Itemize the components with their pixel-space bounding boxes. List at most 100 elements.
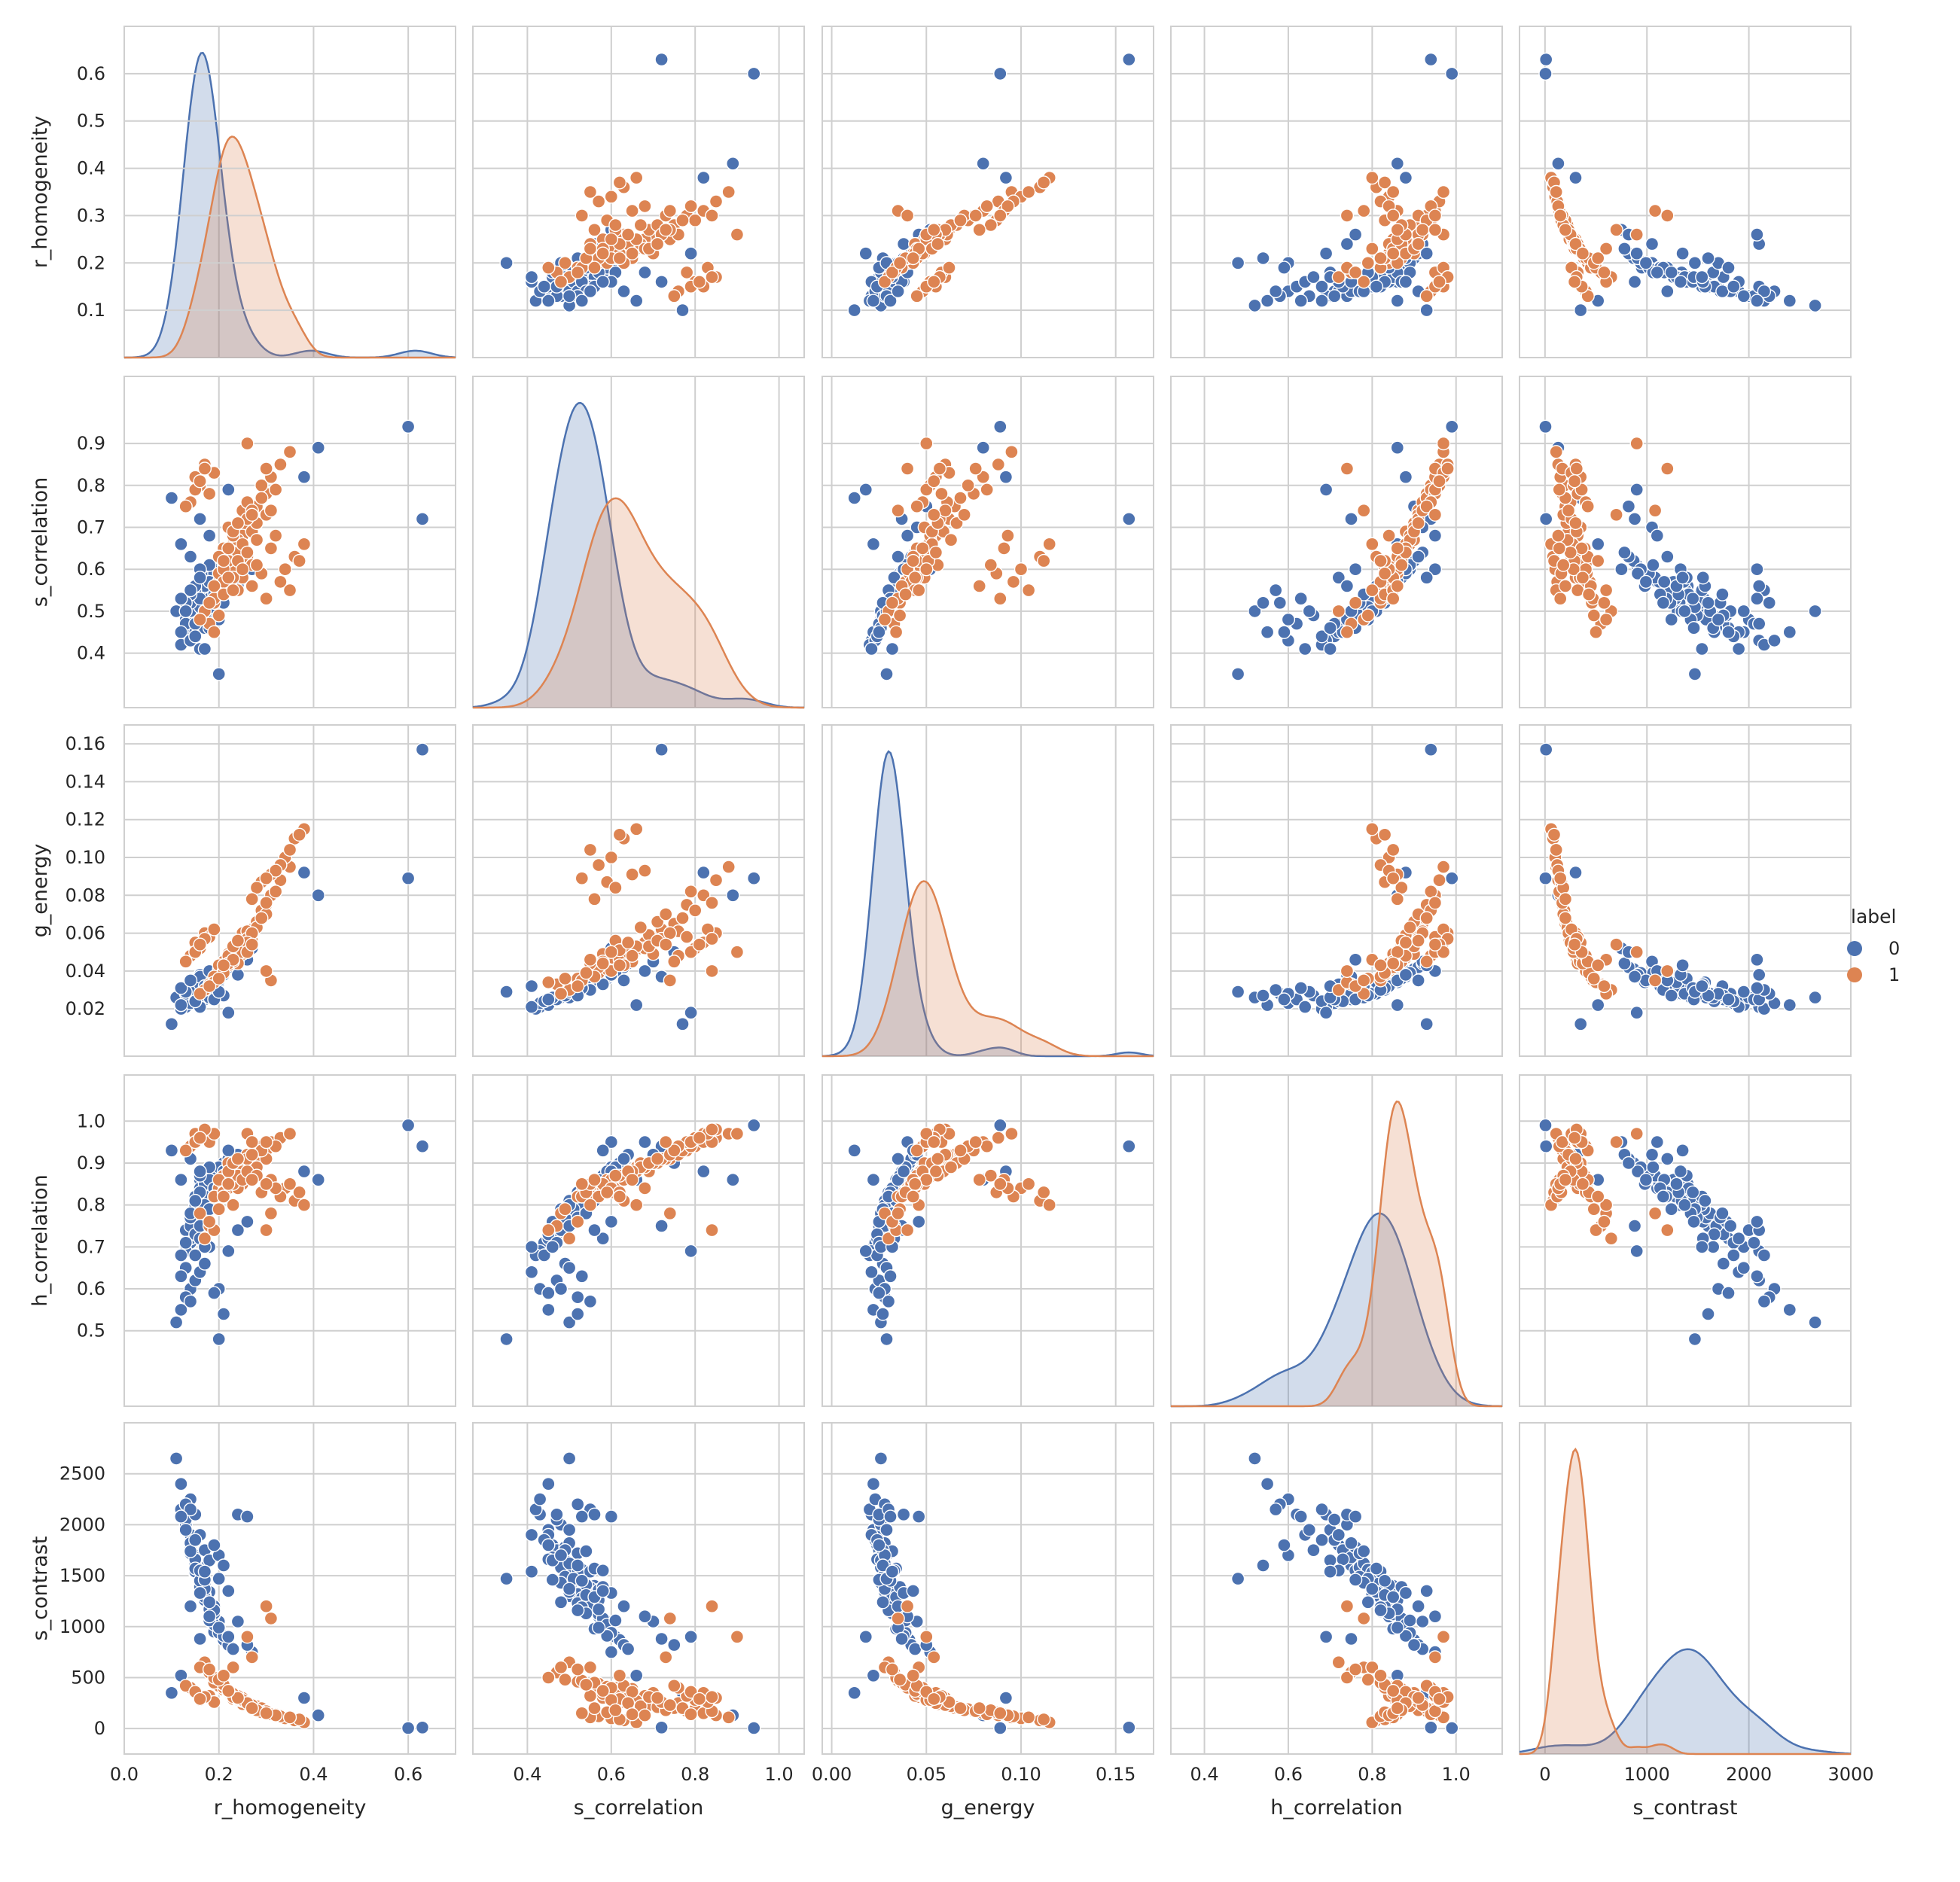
- point-label1-66: [1385, 184, 1401, 199]
- point-label0-76: [1356, 1544, 1371, 1558]
- point-label1-77: [558, 971, 572, 986]
- point-label1-66: [583, 184, 598, 199]
- point-label0-113: [1419, 571, 1434, 585]
- point-label1-89: [900, 1599, 915, 1613]
- point-label0-102: [524, 1564, 539, 1579]
- point-label1-93: [1373, 1668, 1388, 1683]
- point-label1-58: [931, 236, 945, 251]
- point-label1-50: [268, 483, 283, 497]
- point-label1-70: [1553, 209, 1568, 223]
- point-label1-81: [679, 265, 694, 280]
- point-label0-94: [1256, 595, 1270, 610]
- point-label1-85: [932, 461, 947, 476]
- point-label1-32: [709, 872, 724, 888]
- point-label0-110: [667, 1637, 681, 1652]
- point-label1-87: [193, 937, 207, 952]
- point-label1-59: [907, 571, 922, 585]
- point-label1-50: [268, 885, 283, 899]
- point-label0-97: [1750, 227, 1764, 242]
- ytick-s_contrast-0: 0: [94, 1718, 105, 1739]
- point-label1-76: [571, 265, 585, 280]
- point-label0-108: [993, 1118, 1007, 1133]
- ytick-s_correlation-0-6: 0.6: [77, 559, 105, 580]
- point-label0-91: [174, 592, 188, 606]
- point-label1-65: [997, 541, 1011, 556]
- point-label1-89: [900, 1223, 915, 1238]
- point-label1-61: [1365, 170, 1379, 185]
- point-label0-101: [212, 667, 226, 681]
- point-label0-95: [1277, 625, 1291, 639]
- point-label0-97: [1750, 562, 1764, 577]
- point-label1-66: [282, 1710, 297, 1725]
- point-label1-91: [245, 937, 259, 952]
- point-label0-79: [1361, 1595, 1376, 1609]
- point-label1-92: [1599, 242, 1614, 256]
- point-label0-95: [207, 1538, 221, 1552]
- point-label1-90: [919, 1630, 934, 1644]
- point-label1-70: [993, 1706, 1007, 1721]
- point-label0-105: [726, 888, 740, 903]
- point-label0-75: [1687, 621, 1701, 635]
- point-label0-86: [1268, 982, 1283, 997]
- point-label0-77: [1638, 1172, 1654, 1187]
- point-label0-80: [541, 294, 556, 308]
- point-label1-70: [1553, 871, 1568, 885]
- point-label0-100: [193, 512, 207, 526]
- point-label1-56: [259, 896, 273, 910]
- point-label0-107: [1122, 1720, 1136, 1735]
- point-label0-108: [747, 66, 761, 81]
- ytick-s_correlation-0-5: 0.5: [77, 601, 105, 622]
- point-label1-49: [625, 246, 639, 260]
- point-label0-99: [1390, 294, 1405, 308]
- panel-r_homogeneity-vs-h_correlation: [1170, 26, 1503, 358]
- point-label0-98: [847, 303, 861, 318]
- point-label1-56: [1428, 896, 1443, 910]
- point-label0-81: [1248, 298, 1262, 313]
- point-label0-85: [864, 641, 879, 656]
- panel-s_correlation-vs-r_homogeneity: [123, 376, 456, 708]
- point-label1-68: [1382, 528, 1396, 543]
- point-label1-89: [1340, 964, 1355, 979]
- point-label1-68: [638, 863, 652, 878]
- point-label1-71: [972, 579, 986, 593]
- point-label0-112: [1411, 973, 1425, 988]
- point-label0-89: [1736, 289, 1751, 303]
- point-label0-113: [1675, 571, 1690, 585]
- kde-line-label1-s_correlation: [473, 497, 804, 709]
- point-label1-71: [587, 223, 602, 237]
- panel-s_correlation-vs-h_correlation: [1170, 376, 1503, 708]
- point-label0-103: [1318, 1630, 1334, 1644]
- ylabel-h_correlation: h_correlation: [29, 1174, 52, 1307]
- point-label0-101: [879, 1332, 894, 1347]
- point-label0-96: [896, 1507, 911, 1522]
- point-label1-77: [892, 256, 907, 270]
- point-label0-101: [1230, 985, 1245, 999]
- point-label1-75: [1589, 625, 1603, 639]
- point-label0-80: [1782, 1302, 1797, 1317]
- point-label1-68: [638, 1708, 652, 1722]
- point-label0-96: [587, 1507, 602, 1522]
- point-label1-88: [663, 1611, 677, 1626]
- point-label0-97: [911, 1214, 926, 1229]
- point-label1-51: [207, 579, 221, 593]
- point-label1-87: [193, 1692, 207, 1707]
- point-label0-97: [1348, 952, 1363, 967]
- point-label1-61: [1042, 1198, 1056, 1212]
- point-label0-91: [883, 1269, 898, 1284]
- point-label0-98: [164, 1144, 179, 1158]
- point-label0-103: [1629, 246, 1644, 260]
- point-label1-76: [202, 1662, 217, 1676]
- point-label0-92: [1331, 571, 1346, 585]
- point-label1-50: [684, 885, 698, 899]
- point-label1-93: [1590, 1189, 1605, 1204]
- point-label0-111: [1428, 1609, 1443, 1624]
- point-label0-99: [866, 294, 881, 308]
- point-label0-98: [847, 491, 861, 505]
- point-label1-92: [1365, 242, 1379, 256]
- kde-fill-label1-s_correlation: [473, 498, 804, 708]
- point-label1-85: [1440, 461, 1455, 476]
- point-label1-66: [1021, 1710, 1036, 1725]
- point-label0-101: [499, 1332, 514, 1347]
- point-label1-74: [877, 612, 892, 627]
- point-label0-79: [876, 1595, 890, 1609]
